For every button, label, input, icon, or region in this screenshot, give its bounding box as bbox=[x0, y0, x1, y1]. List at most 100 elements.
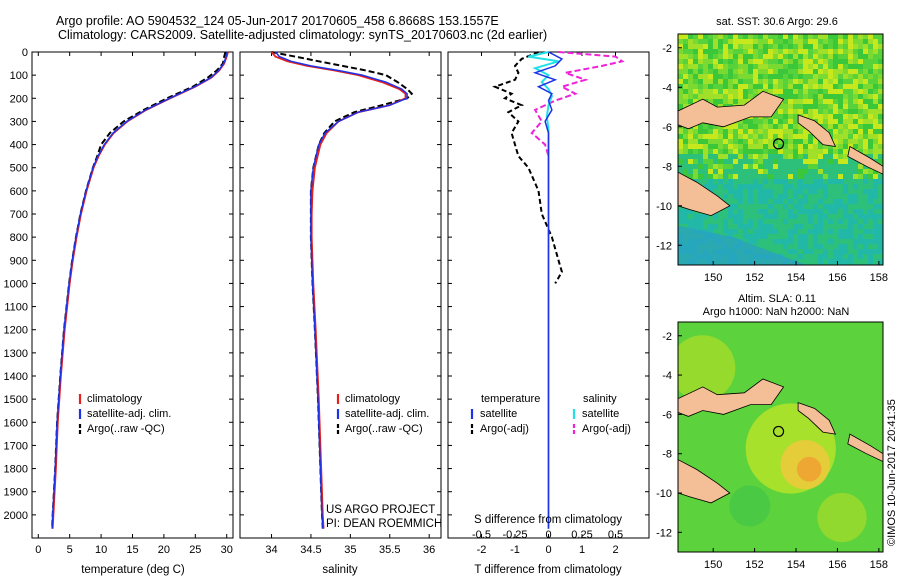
sst-cell bbox=[683, 94, 688, 99]
sst-cell bbox=[858, 134, 863, 139]
sst-cell bbox=[848, 209, 853, 214]
figure-title-line2: Climatology: CARS2009. Satellite-adjuste… bbox=[58, 28, 548, 42]
sst-cell bbox=[798, 229, 803, 234]
sst-cell bbox=[838, 99, 843, 104]
sst-cell bbox=[783, 249, 788, 254]
sst-cell bbox=[738, 224, 743, 229]
sst-cell bbox=[788, 224, 793, 229]
sst-cell bbox=[748, 204, 753, 209]
sst-cell bbox=[708, 94, 713, 99]
map-field bbox=[678, 322, 883, 552]
legend-label: satellite bbox=[582, 408, 619, 420]
y-tick-label: -6 bbox=[662, 122, 672, 134]
sst-cell bbox=[798, 249, 803, 254]
sst-cell bbox=[703, 44, 708, 49]
sst-cell bbox=[838, 154, 843, 159]
sst-cell bbox=[863, 174, 868, 179]
sst-cell bbox=[738, 89, 743, 94]
x-tick-label: 15 bbox=[126, 544, 138, 556]
sst-cell bbox=[803, 99, 808, 104]
y-tick-label: -4 bbox=[662, 370, 672, 382]
sst-cell bbox=[818, 64, 823, 69]
sst-cell bbox=[693, 149, 698, 154]
sst-cell bbox=[688, 84, 693, 89]
sst-cell bbox=[793, 144, 798, 149]
sst-cell bbox=[773, 224, 778, 229]
sst-cell bbox=[828, 184, 833, 189]
sst-cell bbox=[683, 39, 688, 44]
sst-cell bbox=[693, 49, 698, 54]
sst-cell bbox=[683, 84, 688, 89]
sst-cell bbox=[713, 189, 718, 194]
sst-cell bbox=[803, 74, 808, 79]
sst-cell bbox=[713, 134, 718, 139]
sst-cell bbox=[823, 204, 828, 209]
sst-cell bbox=[778, 79, 783, 84]
sst-cell bbox=[823, 84, 828, 89]
sst-cell bbox=[728, 94, 733, 99]
climatology-line bbox=[51, 51, 229, 529]
sst-cell bbox=[688, 129, 693, 134]
sst-cell bbox=[833, 49, 838, 54]
x-tick-label: 150 bbox=[704, 272, 722, 284]
sst-cell bbox=[693, 159, 698, 164]
sst-cell bbox=[808, 64, 813, 69]
sst-cell bbox=[778, 144, 783, 149]
sst-cell bbox=[793, 174, 798, 179]
sst-cell bbox=[858, 109, 863, 114]
sst-cell bbox=[823, 194, 828, 199]
sst-cell bbox=[713, 164, 718, 169]
sst-cell bbox=[868, 94, 873, 99]
sst-cell bbox=[733, 129, 738, 134]
sst-cell bbox=[793, 244, 798, 249]
sst-cell bbox=[853, 59, 858, 64]
sst-cell bbox=[723, 139, 728, 144]
sst-cell bbox=[763, 184, 768, 189]
sst-cell bbox=[823, 49, 828, 54]
sst-cell bbox=[728, 219, 733, 224]
sst-cell bbox=[858, 214, 863, 219]
sst-cell bbox=[798, 174, 803, 179]
sst-cell bbox=[683, 104, 688, 109]
sst-cell bbox=[818, 114, 823, 119]
sst-cell bbox=[838, 229, 843, 234]
sst-cell bbox=[808, 244, 813, 249]
sst-cell bbox=[733, 159, 738, 164]
sst-cell bbox=[843, 259, 848, 264]
sst-cell bbox=[818, 199, 823, 204]
sst-cell bbox=[683, 49, 688, 54]
sst-cell bbox=[868, 259, 873, 264]
sst-cell bbox=[873, 34, 878, 39]
sst-cell bbox=[798, 194, 803, 199]
sst-cell bbox=[748, 89, 753, 94]
sst-cell bbox=[763, 59, 768, 64]
sst-cell bbox=[853, 239, 858, 244]
sst-cell bbox=[808, 144, 813, 149]
sst-cell bbox=[718, 169, 723, 174]
sst-cell bbox=[763, 229, 768, 234]
sst-cell bbox=[743, 84, 748, 89]
sst-cell bbox=[778, 34, 783, 39]
sst-cell bbox=[738, 144, 743, 149]
sst-cell bbox=[873, 184, 878, 189]
sst-cell bbox=[733, 39, 738, 44]
sst-cell bbox=[708, 74, 713, 79]
sst-cell bbox=[718, 159, 723, 164]
sst-cell bbox=[768, 234, 773, 239]
sst-cell bbox=[753, 239, 758, 244]
sst-cell bbox=[843, 159, 848, 164]
sst-cell bbox=[818, 254, 823, 259]
y-tick-label: 0 bbox=[22, 47, 28, 59]
x-tick-label: 10 bbox=[95, 544, 107, 556]
sst-cell bbox=[848, 114, 853, 119]
sst-cell bbox=[798, 124, 803, 129]
sst-cell bbox=[808, 249, 813, 254]
sst-cell bbox=[748, 164, 753, 169]
x-axis-label: T difference from climatology bbox=[474, 564, 621, 576]
sst-cell bbox=[773, 159, 778, 164]
sst-cell bbox=[748, 74, 753, 79]
sst-cell bbox=[783, 239, 788, 244]
sst-cell bbox=[743, 49, 748, 54]
sst-cell bbox=[863, 119, 868, 124]
sst-cell bbox=[823, 179, 828, 184]
